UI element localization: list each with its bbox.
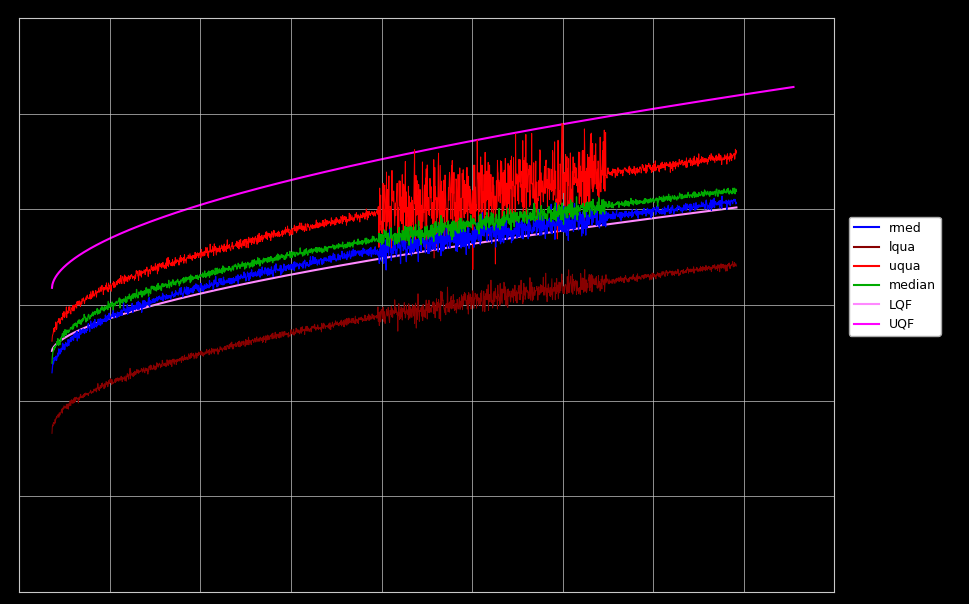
Legend: rmed, lqua, uqua, median, LQF, UQF: rmed, lqua, uqua, median, LQF, UQF: [848, 217, 940, 336]
